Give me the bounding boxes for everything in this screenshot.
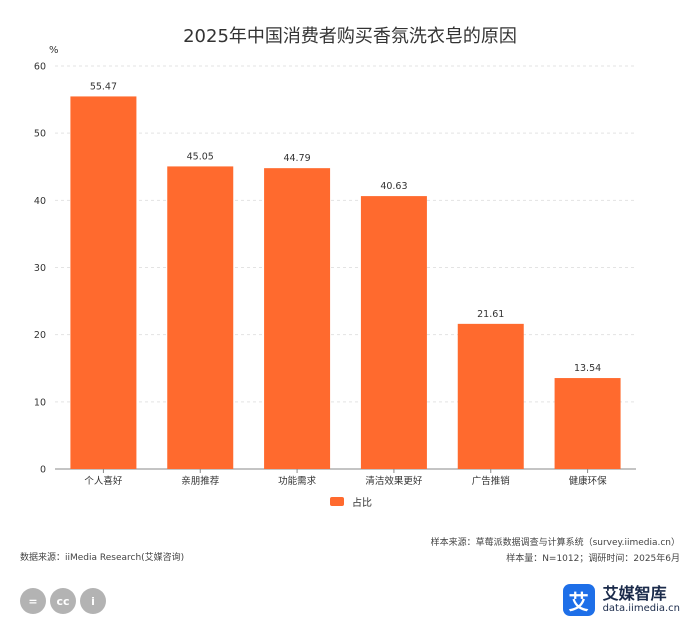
sample-info: 样本量：N=1012；调研时间：2025年6月 [506,554,680,564]
x-tick-label: 功能需求 [278,475,317,487]
data-label: 44.79 [283,153,310,164]
license-icons: = cc i [20,588,106,614]
bar-chart: % 0 10 20 30 40 50 60 55.47 个人喜好 45.05 亲朋推荐 44.79 功能… [34,45,636,487]
gridlines [55,65,636,403]
bars [70,96,621,469]
brand-logo-icon: 艾 [562,584,595,616]
y-axis-unit: % [49,45,59,56]
x-tick-label: 清洁效果更好 [365,475,423,487]
y-tick-label: 60 [34,62,46,73]
bar [264,168,331,469]
axes: % 0 10 20 30 40 50 60 [34,45,636,476]
legend-label: 占比 [352,498,372,509]
y-tick-label: 50 [34,129,46,140]
bar [360,196,427,469]
brand: 艾 艾媒智库 data.iimedia.cn [562,584,680,616]
data-label: 55.47 [90,81,117,92]
x-tick-label: 个人喜好 [84,475,123,487]
y-tick-label: 0 [40,465,46,476]
y-tick-label: 10 [34,397,46,408]
data-label: 45.05 [187,151,214,162]
cc-license-icon: cc [50,588,76,614]
data-label: 21.61 [477,309,504,320]
sample-source: 样本来源：草莓派数据调查与计算系统（survey.iimedia.cn） [430,538,680,548]
bar [457,323,524,469]
legend: 占比 [330,494,372,509]
brand-name: 艾媒智库 [602,584,667,604]
legend-swatch [330,497,344,506]
attribution-icon: i [80,588,106,614]
bar [70,96,137,469]
data-source: 数据来源：iiMedia Research(艾媒咨询) [20,553,185,563]
bar [554,378,621,469]
chart-title: 2025年中国消费者购买香氛洗衣皂的原因 [183,26,517,47]
data-label: 40.63 [380,181,407,192]
y-tick-label: 40 [34,196,46,207]
x-tick-label: 亲朋推荐 [181,475,220,487]
data-label: 13.54 [574,363,601,374]
x-tick-label: 广告推销 [472,475,511,487]
equal-license-icon: = [20,588,46,614]
x-tick-label: 健康环保 [569,475,608,487]
y-tick-label: 30 [34,263,46,274]
labels: 55.47 个人喜好 45.05 亲朋推荐 44.79 功能需求 40.63 清洁效果更好 21… [84,81,607,487]
bar [167,166,234,469]
brand-url: data.iimedia.cn [602,603,680,615]
y-tick-label: 20 [34,330,46,341]
